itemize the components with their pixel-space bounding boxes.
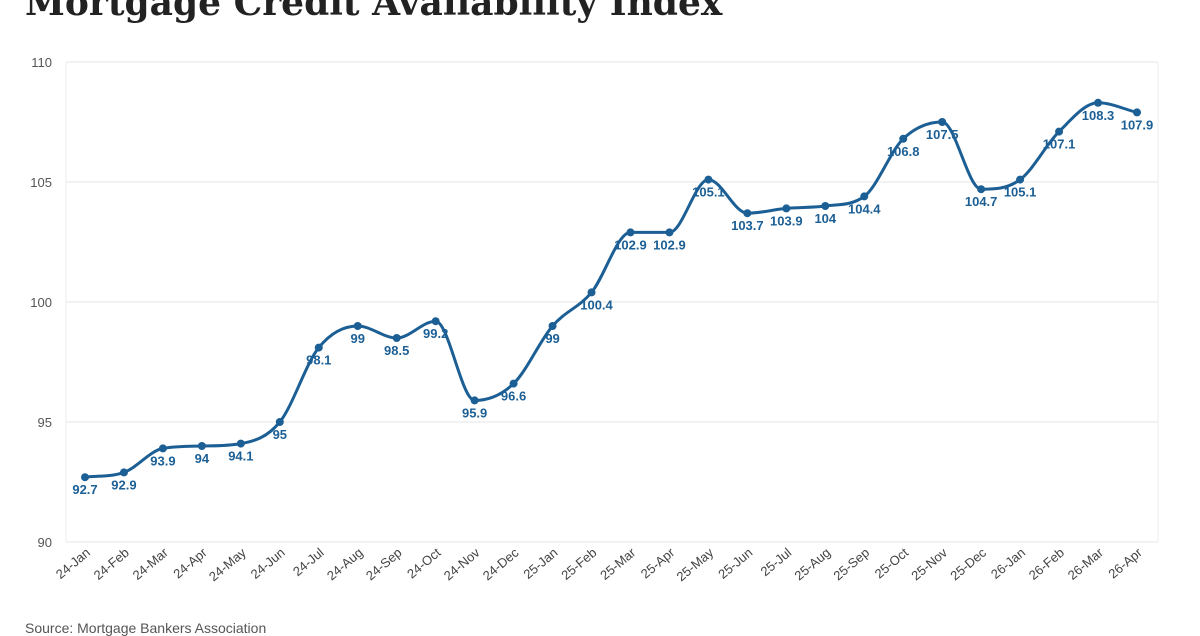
data-point [1094,98,1103,107]
y-tick-label: 95 [38,415,52,430]
data-label: 96.6 [501,389,526,404]
data-point [236,439,245,448]
data-points [81,98,1141,482]
data-point [275,418,284,426]
data-point [548,322,557,330]
data-point [509,379,518,388]
data-point [782,204,791,213]
x-tick-label: 24-May [206,544,249,584]
data-point [314,343,323,352]
data-label: 108.3 [1082,108,1115,123]
data-label: 104.7 [965,194,998,209]
x-tick-label: 25-Apr [638,544,678,581]
x-tick-label: 24-Nov [441,544,483,583]
data-label: 98.5 [384,343,409,358]
data-label: 92.9 [111,477,136,492]
x-tick-label: 24-Dec [480,544,522,583]
y-tick-label: 100 [30,295,52,310]
data-label: 99 [351,331,365,346]
data-label: 95.9 [462,405,487,420]
x-tick-label: 25-Dec [947,544,989,583]
x-tick-label: 26-Mar [1065,544,1107,582]
x-tick-label: 25-Jul [757,545,794,579]
x-tick-label: 26-Jan [988,545,1028,582]
data-point [938,118,947,126]
data-labels: 92.7 92.9 93.9 94 94.1 95 98.1 99 98.5 99.2 95.9 96… [72,108,1153,497]
data-point [704,175,713,184]
data-label: 100.4 [580,297,613,312]
x-tick-label: 24-Feb [91,545,132,583]
data-label: 102.9 [614,237,647,252]
data-point [470,396,479,405]
data-label: 99.2 [423,326,448,341]
data-point [353,322,362,330]
chart-title: Mortgage Credit Availability Index [25,0,723,24]
x-tick-label: 26-Feb [1026,545,1067,583]
data-point [587,288,596,297]
data-label: 107.1 [1043,137,1076,152]
data-label: 107.9 [1121,117,1154,132]
x-tick-label: 25-Sep [830,545,872,583]
x-tick-label: 25-Jun [715,545,755,582]
data-label: 94.1 [228,449,253,464]
data-label: 104.4 [848,201,881,216]
data-point [743,209,752,218]
data-point [860,192,869,201]
x-tick-label: 26-Apr [1105,544,1145,581]
y-axis: 90 95 100 105 110 [30,55,52,550]
data-label: 103.7 [731,218,764,233]
data-label: 104 [814,211,836,226]
x-tick-label: 25-Feb [558,545,599,583]
data-point [1133,108,1141,117]
grid-lines [65,61,1159,543]
x-tick-label: 25-Jan [520,545,560,582]
data-point [821,202,830,210]
data-label: 105.1 [692,185,725,200]
data-label: 94 [195,451,210,466]
x-tick-label: 25-Aug [791,545,833,583]
data-point [431,317,440,326]
data-label: 95 [273,427,287,442]
x-tick-label: 24-Jul [290,545,327,579]
data-label: 92.7 [72,482,97,497]
x-tick-label: 25-Nov [908,544,950,583]
data-label: 102.9 [653,237,686,252]
data-label: 103.9 [770,213,803,228]
data-point [158,444,167,453]
y-tick-label: 105 [30,175,52,190]
data-label: 106.8 [887,144,920,159]
series-line [83,101,1139,479]
data-label: 107.5 [926,127,959,142]
x-tick-label: 24-Apr [170,544,210,581]
data-point [392,334,401,342]
data-label: 98.1 [306,353,331,368]
data-point [81,473,89,482]
x-tick-label: 24-Sep [363,545,405,583]
data-point [665,228,674,237]
data-point [119,468,128,477]
x-tick-label: 24-Oct [404,545,444,582]
y-tick-label: 90 [38,535,52,550]
data-point [1016,175,1025,184]
data-point [197,442,206,450]
source-note: Source: Mortgage Bankers Association [25,620,267,636]
x-tick-label: 25-Mar [597,544,639,582]
data-point [899,134,908,143]
data-point [626,228,635,237]
data-point [977,185,986,194]
x-tick-label: 25-May [673,544,716,584]
x-tick-label: 24-Mar [130,544,172,582]
y-tick-label: 110 [31,55,52,70]
data-label: 99 [545,331,559,346]
x-tick-label: 24-Jun [248,545,288,582]
x-tick-label: 24-Jan [53,545,93,582]
x-tick-label: 24-Aug [324,545,366,583]
x-tick-label: 25-Oct [872,545,912,582]
data-label: 105.1 [1004,185,1037,200]
data-point [1055,127,1064,136]
data-label: 93.9 [150,453,175,468]
